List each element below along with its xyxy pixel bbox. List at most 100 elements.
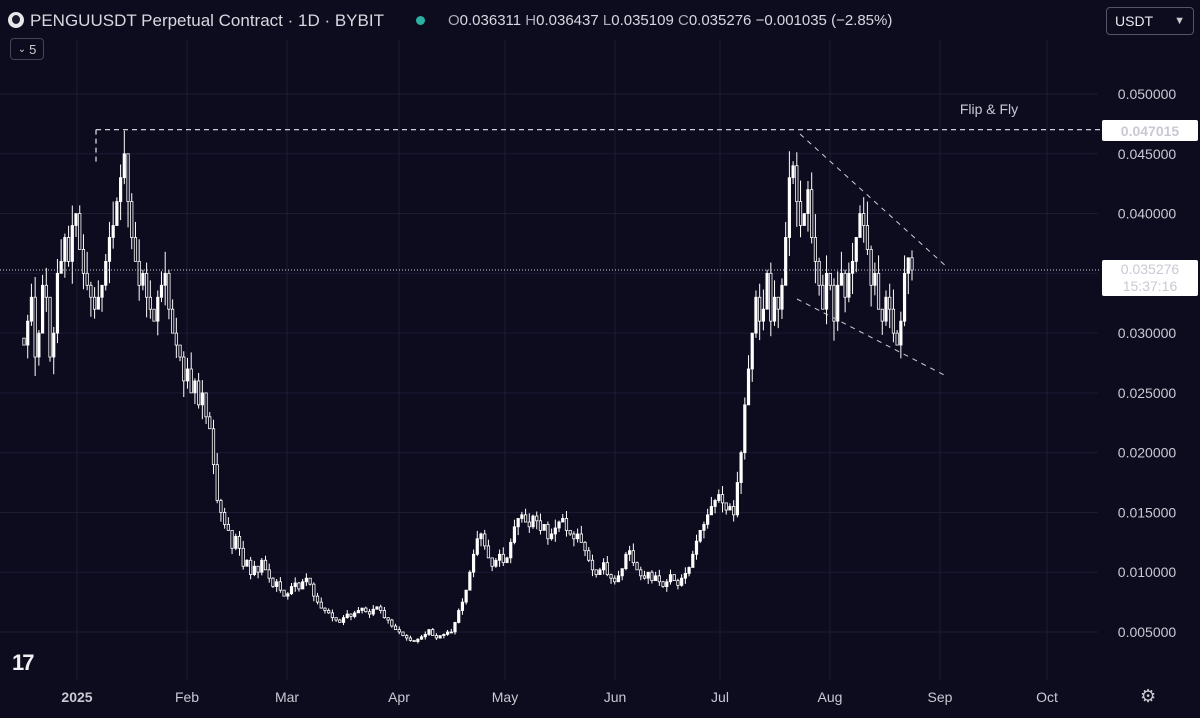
up-candle xyxy=(784,237,788,286)
tradingview-logo-icon[interactable]: 17 xyxy=(12,650,35,675)
up-candle xyxy=(598,569,602,576)
up-candle xyxy=(836,284,840,322)
ohlc-readout: O0.036311 H0.036437 L0.035109 C0.035276 … xyxy=(448,12,892,29)
down-candle xyxy=(843,272,847,298)
down-candle xyxy=(338,619,342,623)
down-candle xyxy=(48,296,52,358)
up-candle xyxy=(906,257,910,274)
high-label: H xyxy=(525,12,537,29)
up-candle xyxy=(475,538,479,555)
down-candle xyxy=(367,611,372,615)
down-candle xyxy=(171,308,175,334)
down-candle xyxy=(22,337,26,346)
up-candle xyxy=(646,571,650,579)
down-candle xyxy=(776,296,780,310)
up-candle xyxy=(873,272,877,286)
up-candle xyxy=(743,404,747,454)
down-candle xyxy=(263,559,268,571)
down-candle xyxy=(538,520,543,531)
down-candle xyxy=(271,577,275,587)
up-candle xyxy=(445,631,450,635)
down-candle xyxy=(486,545,491,559)
down-candle xyxy=(631,550,635,564)
currency-select[interactable]: USDT ▼ xyxy=(1106,7,1194,35)
up-candle xyxy=(549,533,554,540)
down-candle xyxy=(813,237,817,262)
up-candle xyxy=(427,629,431,635)
down-candle xyxy=(587,550,591,561)
high-value: 0.036437 xyxy=(536,12,599,29)
down-candle xyxy=(312,583,316,597)
up-candle xyxy=(765,272,769,310)
price-tick-label: 0.015000 xyxy=(1118,504,1177,520)
up-candle xyxy=(576,533,580,540)
up-candle xyxy=(122,153,126,179)
up-candle xyxy=(104,260,108,286)
down-candle xyxy=(568,529,572,535)
down-candle xyxy=(880,308,884,322)
down-candle xyxy=(267,569,271,579)
down-candle xyxy=(650,571,654,581)
up-candle xyxy=(200,392,204,406)
up-candle xyxy=(854,237,858,262)
up-candle xyxy=(442,633,446,636)
down-candle xyxy=(364,607,368,613)
indicator-count: 5 xyxy=(29,41,37,57)
price-tick-label: 0.005000 xyxy=(1118,624,1177,640)
up-candle xyxy=(464,589,468,603)
up-candle xyxy=(115,201,119,226)
up-candle xyxy=(557,521,561,529)
up-candle xyxy=(497,553,502,561)
up-candle xyxy=(419,636,424,640)
down-candle xyxy=(876,272,881,310)
close-value: 0.035276 xyxy=(688,12,752,29)
down-candle xyxy=(609,574,613,579)
down-candle xyxy=(501,553,505,564)
up-candle xyxy=(839,272,844,286)
last-price-tag xyxy=(1102,260,1198,296)
down-candle xyxy=(241,547,245,567)
up-candle xyxy=(735,482,739,516)
gear-icon[interactable]: ⚙ xyxy=(1140,686,1157,706)
up-candle xyxy=(74,213,78,226)
up-candle xyxy=(301,581,305,590)
down-candle xyxy=(769,272,773,322)
up-candle xyxy=(423,633,427,638)
up-candle xyxy=(453,622,457,633)
down-candle xyxy=(412,639,416,642)
symbol-title[interactable]: PENGUUSDT Perpetual Contract · 1D · BYBI… xyxy=(30,11,384,30)
down-candle xyxy=(386,617,390,621)
down-candle xyxy=(382,610,387,619)
up-candle xyxy=(304,577,308,583)
up-candle xyxy=(691,553,695,568)
up-candle xyxy=(100,284,104,298)
down-candle xyxy=(431,629,435,636)
overlays: Flip & Fly xyxy=(0,101,1100,378)
up-candle xyxy=(687,567,691,574)
down-candle xyxy=(230,529,234,549)
down-candle xyxy=(732,506,736,516)
low-label: L xyxy=(602,12,612,29)
down-candle xyxy=(323,607,327,611)
up-candle xyxy=(902,272,907,322)
up-candle xyxy=(449,631,453,634)
indicators-toggle-button[interactable]: ⌄ 5 xyxy=(10,38,44,60)
down-candle xyxy=(564,518,569,531)
up-candle xyxy=(494,559,498,567)
time-tick-label: Oct xyxy=(1036,689,1058,705)
time-tick-label: Sep xyxy=(928,689,953,705)
down-candle xyxy=(605,562,609,576)
down-candle xyxy=(256,565,260,573)
up-candle xyxy=(899,320,903,346)
up-candle xyxy=(353,612,357,617)
up-candle xyxy=(791,165,795,179)
down-candle xyxy=(661,581,665,587)
down-candle xyxy=(66,237,71,262)
up-candle xyxy=(713,500,717,507)
time-axis: 2025 Feb Mar Apr May Jun Jul Aug Sep Oct xyxy=(61,689,1058,705)
up-candle xyxy=(802,213,806,226)
countdown-text: 15:37:16 xyxy=(1123,278,1178,294)
market-status-icon xyxy=(416,16,425,25)
grid xyxy=(0,40,1098,680)
